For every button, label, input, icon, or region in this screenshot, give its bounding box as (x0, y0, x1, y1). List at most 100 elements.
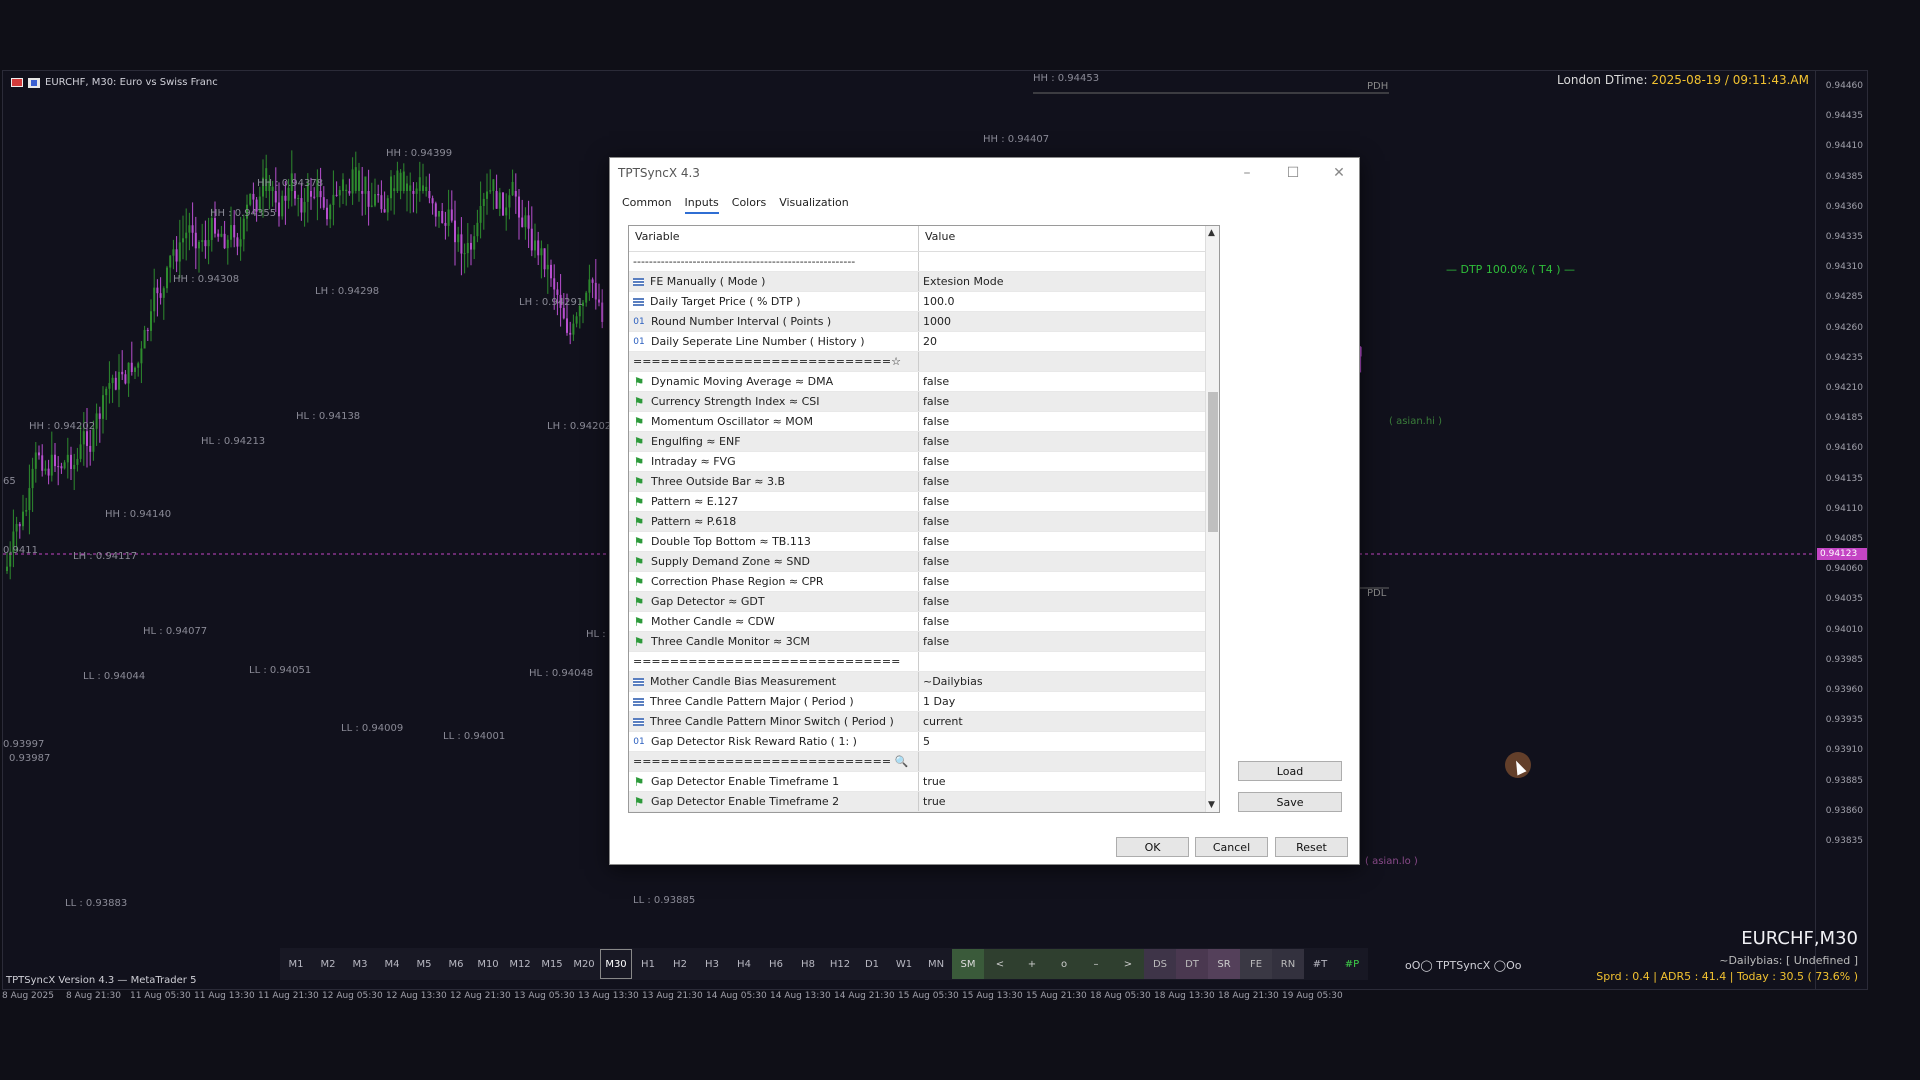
load-button[interactable]: Load (1238, 761, 1342, 781)
timeframe-m12[interactable]: M12 (509, 958, 531, 970)
param-row[interactable]: ⚑ Currency Strength Index ≈ CSI false (629, 392, 1219, 412)
separator-row[interactable]: ============================ 🔍 (629, 752, 1219, 772)
param-row[interactable]: ⚑ Supply Demand Zone ≈ SND false (629, 552, 1219, 572)
close-icon[interactable]: ✕ (1333, 165, 1345, 181)
param-row[interactable]: ⚑ Dynamic Moving Average ≈ DMA false (629, 372, 1219, 392)
param-value[interactable] (919, 352, 1209, 371)
param-value[interactable]: false (923, 455, 950, 468)
param-row[interactable]: Daily Target Price ( % DTP ) 100.0 (629, 292, 1219, 312)
param-row[interactable]: 01 Daily Seperate Line Number ( History )… (629, 332, 1219, 352)
dialog-titlebar[interactable]: TPTSyncX 4.3 – ☐ ✕ (610, 158, 1359, 188)
param-value[interactable]: false (923, 375, 950, 388)
save-button[interactable]: Save (1238, 792, 1342, 812)
maximize-icon[interactable]: ☐ (1286, 165, 1300, 181)
param-value[interactable]: false (923, 415, 950, 428)
tool-button[interactable]: SR (1208, 949, 1240, 979)
param-row[interactable]: ⚑ Three Outside Bar ≈ 3.B false (629, 472, 1219, 492)
separator-row[interactable]: ============================☆ (629, 352, 1219, 372)
param-row[interactable]: ⚑ Pattern ≈ P.618 false (629, 512, 1219, 532)
param-row[interactable]: ⚑ Double Top Bottom ≈ TB.113 false (629, 532, 1219, 552)
price-axis[interactable]: 0.94460 0.94435 0.94410 0.94385 0.94360 0.943… (1815, 71, 1867, 989)
param-row[interactable]: ⚑ Engulfing ≈ ENF false (629, 432, 1219, 452)
param-value[interactable]: false (923, 475, 950, 488)
timeframe-h1[interactable]: H1 (641, 958, 655, 970)
param-row[interactable]: ⚑ Correction Phase Region ≈ CPR false (629, 572, 1219, 592)
param-row[interactable]: Mother Candle Bias Measurement ~Dailybias (629, 672, 1219, 692)
timeframe-m10[interactable]: M10 (477, 958, 499, 970)
ok-button[interactable]: OK (1116, 837, 1189, 857)
param-value[interactable] (919, 752, 1209, 771)
param-value[interactable]: 100.0 (923, 295, 955, 308)
tool-button[interactable]: #T (1312, 958, 1328, 970)
param-value[interactable]: 20 (923, 335, 937, 348)
param-row[interactable]: ⚑ Three Candle Monitor ≈ 3CM false (629, 632, 1219, 652)
param-value[interactable]: false (923, 515, 950, 528)
param-row[interactable]: ⚑ Momentum Oscillator ≈ MOM false (629, 412, 1219, 432)
timeframe-m4[interactable]: M4 (384, 958, 400, 970)
timeframe-h12[interactable]: H12 (829, 958, 851, 970)
tool-button[interactable]: – (1080, 949, 1112, 979)
timeframe-h4[interactable]: H4 (737, 958, 751, 970)
param-value[interactable]: 1000 (923, 315, 951, 328)
timeframe-m30[interactable]: M30 (600, 949, 632, 979)
tool-button[interactable]: + (1016, 949, 1048, 979)
param-value[interactable]: false (923, 635, 950, 648)
tab-colors[interactable]: Colors (731, 196, 767, 209)
scroll-thumb[interactable] (1208, 392, 1218, 532)
tab-inputs[interactable]: Inputs (684, 196, 719, 214)
param-row[interactable]: ⚑ Gap Detector Enable Timeframe 2 true (629, 792, 1219, 812)
scroll-up-icon[interactable]: ▲ (1208, 228, 1215, 238)
separator-row[interactable]: ----------------------------------------… (629, 252, 1219, 272)
param-value[interactable]: false (923, 575, 950, 588)
tool-button[interactable]: < (984, 949, 1016, 979)
param-value[interactable] (919, 252, 1209, 271)
param-row[interactable]: 01 Round Number Interval ( Points ) 1000 (629, 312, 1219, 332)
tool-button[interactable]: DT (1176, 949, 1208, 979)
timeframe-mn[interactable]: MN (927, 958, 945, 970)
param-value[interactable] (919, 652, 1209, 671)
param-value[interactable]: false (923, 615, 950, 628)
timeframe-m3[interactable]: M3 (352, 958, 368, 970)
param-value[interactable]: false (923, 595, 950, 608)
param-row[interactable]: ⚑ Gap Detector ≈ GDT false (629, 592, 1219, 612)
timeframe-m6[interactable]: M6 (448, 958, 464, 970)
param-value[interactable]: false (923, 555, 950, 568)
timeframe-d1[interactable]: D1 (864, 958, 880, 970)
timeframe-w1[interactable]: W1 (895, 958, 913, 970)
reset-button[interactable]: Reset (1275, 837, 1348, 857)
param-value[interactable]: false (923, 495, 950, 508)
tool-button[interactable]: o (1048, 949, 1080, 979)
separator-row[interactable]: ============================= (629, 652, 1219, 672)
scroll-down-icon[interactable]: ▼ (1208, 800, 1215, 810)
param-value[interactable]: true (923, 775, 946, 788)
param-value[interactable]: 1 Day (923, 695, 956, 708)
param-value[interactable]: true (923, 795, 946, 808)
timeframe-m1[interactable]: M1 (288, 958, 304, 970)
param-row[interactable]: Three Candle Pattern Major ( Period ) 1 D… (629, 692, 1219, 712)
tab-common[interactable]: Common (622, 196, 672, 209)
tab-visualization[interactable]: Visualization (779, 196, 849, 209)
tool-button[interactable]: RN (1272, 949, 1304, 979)
param-row[interactable]: ⚑ Pattern ≈ E.127 false (629, 492, 1219, 512)
timeframe-m15[interactable]: M15 (541, 958, 563, 970)
param-value[interactable]: current (923, 715, 963, 728)
tool-button[interactable]: DS (1144, 949, 1176, 979)
timeframe-h6[interactable]: H6 (769, 958, 783, 970)
timeframe-m5[interactable]: M5 (416, 958, 432, 970)
param-value[interactable]: Extesion Mode (923, 275, 1004, 288)
param-row[interactable]: Three Candle Pattern Minor Switch ( Peri… (629, 712, 1219, 732)
scrollbar[interactable]: ▲ ▼ (1205, 226, 1219, 812)
param-row[interactable]: 01 Gap Detector Risk Reward Ratio ( 1: ) 5 (629, 732, 1219, 752)
param-row[interactable]: FE Manually ( Mode ) Extesion Mode (629, 272, 1219, 292)
timeframe-h8[interactable]: H8 (801, 958, 815, 970)
tool-button[interactable]: SM (952, 949, 984, 979)
minimize-icon[interactable]: – (1243, 165, 1251, 181)
param-value[interactable]: ~Dailybias (923, 675, 983, 688)
timeframe-m20[interactable]: M20 (573, 958, 595, 970)
tool-button[interactable]: > (1112, 949, 1144, 979)
param-row[interactable]: ⚑ Mother Candle ≈ CDW false (629, 612, 1219, 632)
candlestick-chart[interactable] (3, 71, 1868, 990)
timeframe-h3[interactable]: H3 (705, 958, 719, 970)
param-value[interactable]: false (923, 395, 950, 408)
param-row[interactable]: ⚑ Intraday ≈ FVG false (629, 452, 1219, 472)
